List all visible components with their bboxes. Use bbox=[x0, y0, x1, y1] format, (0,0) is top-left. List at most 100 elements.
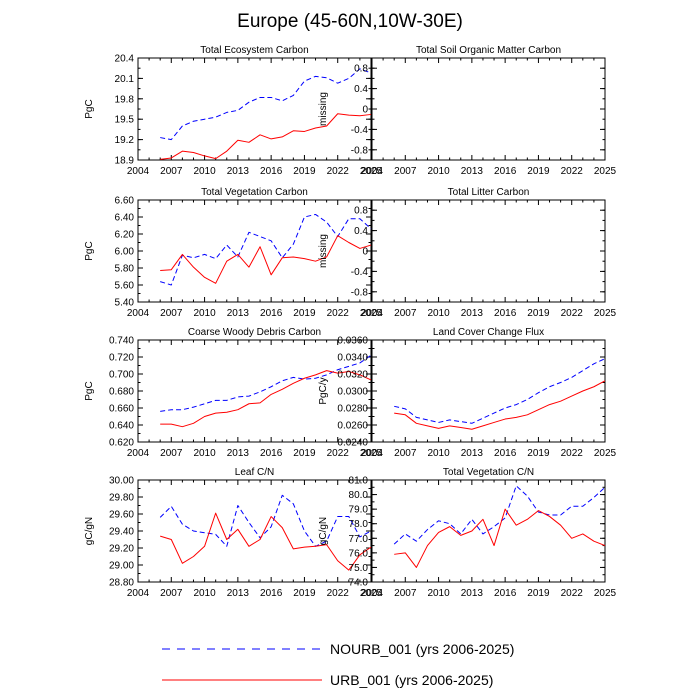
y-tick-label: 0.0360 bbox=[337, 336, 368, 347]
x-tick-label: 2016 bbox=[494, 448, 517, 459]
y-tick-label: 6.60 bbox=[115, 196, 135, 207]
x-tick-label: 2010 bbox=[193, 588, 216, 599]
y-tick-label: 74.0 bbox=[349, 578, 369, 589]
y-tick-label: 5.60 bbox=[115, 281, 135, 292]
panel-title: Total Litter Carbon bbox=[448, 187, 530, 198]
x-tick-label: 2022 bbox=[561, 308, 584, 319]
x-tick-label: 2007 bbox=[160, 448, 183, 459]
x-tick-label: 2013 bbox=[227, 166, 250, 177]
x-tick-label: 2004 bbox=[361, 448, 384, 459]
y-tick-label: 0.4 bbox=[354, 84, 368, 95]
y-tick-label: 6.20 bbox=[115, 230, 135, 241]
x-tick-label: 2016 bbox=[260, 588, 283, 599]
x-tick-label: 2025 bbox=[594, 588, 617, 599]
x-tick-label: 2007 bbox=[394, 308, 417, 319]
x-tick-label: 2007 bbox=[394, 448, 417, 459]
series-line-nourb bbox=[393, 485, 606, 545]
series-line-urb bbox=[160, 512, 372, 571]
y-tick-label: 78.0 bbox=[349, 519, 369, 530]
y-tick-label: 0.680 bbox=[109, 387, 134, 398]
x-tick-label: 2019 bbox=[527, 308, 550, 319]
series-line-nourb bbox=[160, 68, 372, 141]
x-tick-label: 2007 bbox=[160, 166, 183, 177]
y-tick-label: 0.0300 bbox=[337, 387, 368, 398]
x-tick-label: 2019 bbox=[527, 166, 550, 177]
y-tick-label: 76.0 bbox=[349, 548, 369, 559]
plot-frame bbox=[137, 57, 372, 161]
y-tick-label: 0.0240 bbox=[337, 438, 368, 449]
panel-title: Leaf C/N bbox=[235, 467, 274, 478]
series-line-nourb bbox=[160, 213, 372, 286]
x-tick-label: 2022 bbox=[327, 308, 350, 319]
y-tick-label: 28.80 bbox=[109, 578, 134, 589]
x-tick-label: 2025 bbox=[360, 448, 383, 459]
panel-3: Total Vegetation Carbon PgC 2004 2007 2010 20… bbox=[84, 187, 383, 319]
y-tick-label: 75.0 bbox=[349, 563, 369, 574]
y-tick-label: 79.0 bbox=[349, 505, 369, 516]
panel-6: Land Cover Change Flux PgC/y 2004 2007 2010 2… bbox=[318, 327, 617, 459]
y-tick-label: 29.80 bbox=[109, 493, 134, 504]
plot-frame bbox=[137, 199, 372, 303]
x-tick-label: 2022 bbox=[327, 588, 350, 599]
y-tick-label: 0.8 bbox=[354, 64, 368, 75]
x-tick-label: 2022 bbox=[561, 588, 584, 599]
y-tick-label: 20.4 bbox=[115, 54, 135, 65]
y-tick-label: -0.8 bbox=[351, 145, 369, 156]
x-tick-label: 2007 bbox=[160, 308, 183, 319]
y-tick-label: 77.0 bbox=[349, 534, 369, 545]
series-line-nourb bbox=[394, 358, 606, 424]
x-tick-label: 2025 bbox=[360, 308, 383, 319]
y-tick-label: 19.2 bbox=[115, 135, 135, 146]
series-line-nourb bbox=[160, 354, 372, 412]
series-line-nourb bbox=[159, 494, 372, 547]
x-tick-label: 2019 bbox=[527, 588, 550, 599]
plot-frame bbox=[371, 199, 606, 303]
x-tick-label: 2016 bbox=[260, 448, 283, 459]
y-tick-label: 19.5 bbox=[115, 115, 135, 126]
x-tick-label: 2025 bbox=[594, 166, 617, 177]
y-tick-label: 80.0 bbox=[349, 490, 369, 501]
y-tick-label: 0.620 bbox=[109, 438, 134, 449]
y-tick-label: 18.9 bbox=[115, 156, 135, 167]
x-tick-label: 2013 bbox=[461, 448, 484, 459]
x-tick-label: 2013 bbox=[227, 588, 250, 599]
y-tick-label: 5.40 bbox=[115, 298, 135, 309]
x-tick-label: 2016 bbox=[260, 166, 283, 177]
x-tick-label: 2010 bbox=[193, 448, 216, 459]
y-tick-label: 0.0260 bbox=[337, 421, 368, 432]
y-axis-label: PgC bbox=[84, 99, 95, 118]
y-tick-label: 0.700 bbox=[109, 370, 134, 381]
y-axis-label: PgC bbox=[84, 241, 95, 260]
plot-frame bbox=[371, 479, 606, 583]
x-tick-label: 2010 bbox=[427, 448, 450, 459]
panel-2: Total Soil Organic Matter Carbon missing 2… bbox=[318, 45, 617, 177]
x-tick-label: 2019 bbox=[293, 166, 316, 177]
y-axis-label: gC/gN bbox=[84, 517, 95, 545]
x-tick-label: 2013 bbox=[461, 588, 484, 599]
y-tick-label: 0.4 bbox=[354, 226, 368, 237]
y-tick-label: 0.0340 bbox=[337, 353, 368, 364]
y-tick-label: 20.1 bbox=[115, 74, 135, 85]
legend: NOURB_001 (yrs 2006-2025) URB_001 (yrs 2… bbox=[162, 641, 514, 688]
y-tick-label: 0.740 bbox=[109, 336, 134, 347]
y-tick-label: 0 bbox=[362, 247, 368, 258]
series-line-urb bbox=[160, 235, 372, 284]
y-axis-label: gC/gN bbox=[318, 517, 329, 545]
y-tick-label: 81.0 bbox=[349, 476, 369, 487]
x-tick-label: 2010 bbox=[427, 308, 450, 319]
x-tick-label: 2019 bbox=[293, 308, 316, 319]
y-tick-label: 30.00 bbox=[109, 476, 134, 487]
x-tick-label: 2007 bbox=[394, 166, 417, 177]
legend-label-urb: URB_001 (yrs 2006-2025) bbox=[330, 672, 493, 688]
series-line-urb bbox=[160, 113, 372, 160]
y-axis-label: PgC bbox=[84, 381, 95, 400]
panels: Total Ecosystem Carbon PgC 2004 2007 2010 201… bbox=[84, 45, 617, 599]
x-tick-label: 2022 bbox=[327, 166, 350, 177]
y-tick-label: -0.4 bbox=[351, 267, 369, 278]
series-line-urb bbox=[394, 380, 606, 430]
x-tick-label: 2016 bbox=[494, 308, 517, 319]
y-tick-label: 0.0280 bbox=[337, 404, 368, 415]
x-tick-label: 2010 bbox=[427, 588, 450, 599]
series-line-urb bbox=[160, 370, 372, 428]
x-tick-label: 2013 bbox=[461, 166, 484, 177]
